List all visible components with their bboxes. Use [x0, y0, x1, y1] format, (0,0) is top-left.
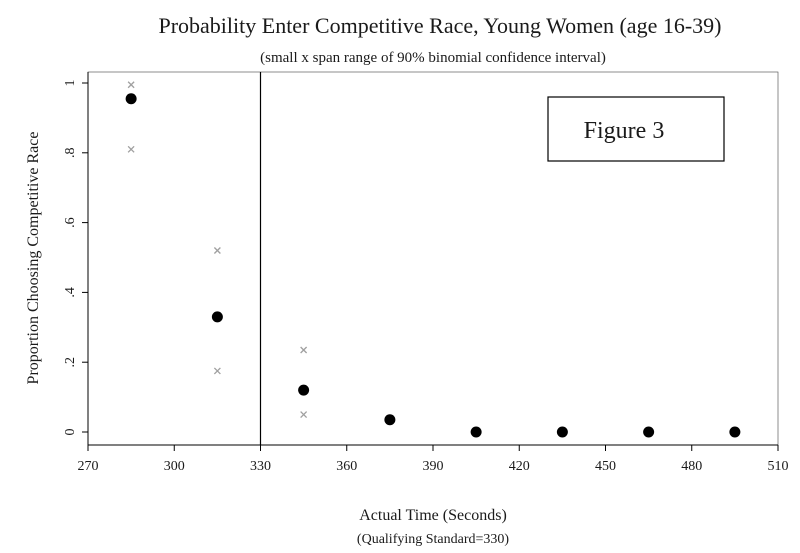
x-tick-label: 390: [423, 459, 444, 474]
x-tick-label: 510: [768, 459, 789, 474]
data-point: [470, 426, 482, 438]
data-point: [729, 426, 741, 438]
ci-marker-stroke: [300, 346, 308, 354]
x-tick-label: 420: [509, 459, 530, 474]
x-tick-label: 330: [250, 459, 271, 474]
data-point: [556, 426, 568, 438]
axis-ticks: 270 300 330 360 390 420 450 480 510 0 .2 .4 .6 .8 1: [63, 80, 789, 475]
figure-label-box: [547, 96, 725, 162]
ci-marker-stroke: [127, 81, 135, 89]
x-tick-label: 270: [78, 459, 99, 474]
x-tick-label: 300: [164, 459, 185, 474]
ci-marker-high: [213, 247, 221, 254]
ci-marker-high: [300, 346, 308, 354]
data-points: [125, 93, 741, 438]
y-axis-label: Proportion Choosing Competitive Race: [25, 132, 42, 385]
data-point: [211, 311, 223, 323]
ci-marker-stroke: [300, 411, 308, 419]
data-point: [125, 93, 137, 105]
x-tick-label: 480: [681, 459, 702, 474]
ci-marker-high: [127, 81, 135, 89]
y-tick-label: 1: [63, 80, 78, 87]
y-tick-label: .8: [63, 148, 78, 159]
ci-marker-stroke: [213, 367, 221, 375]
y-tick-label: .2: [63, 357, 78, 368]
x-tick-label: 450: [595, 459, 616, 474]
x-tick-label: 360: [336, 459, 357, 474]
y-tick-label: .4: [63, 287, 78, 298]
y-tick-label: 0: [63, 429, 78, 436]
x-axis-note: (Qualifying Standard=330): [357, 532, 509, 547]
figure-label: Figure 3: [584, 118, 665, 144]
x-axis-label: Actual Time (Seconds): [359, 507, 507, 524]
data-point: [643, 426, 655, 438]
ci-marker-low: [213, 367, 221, 375]
chart-title: Probability Enter Competitive Race, Youn…: [158, 13, 721, 38]
ci-marker-low: [127, 145, 135, 153]
y-tick-label: .6: [63, 217, 78, 228]
chart-subtitle: (small x span range of 90% binomial conf…: [260, 50, 606, 66]
ci-marker-low: [300, 411, 308, 419]
data-point: [384, 414, 396, 426]
ci-marker-stroke: [127, 145, 135, 153]
data-point: [298, 384, 310, 396]
confidence-interval-markers: [127, 81, 308, 419]
ci-marker-stroke: [213, 247, 221, 254]
